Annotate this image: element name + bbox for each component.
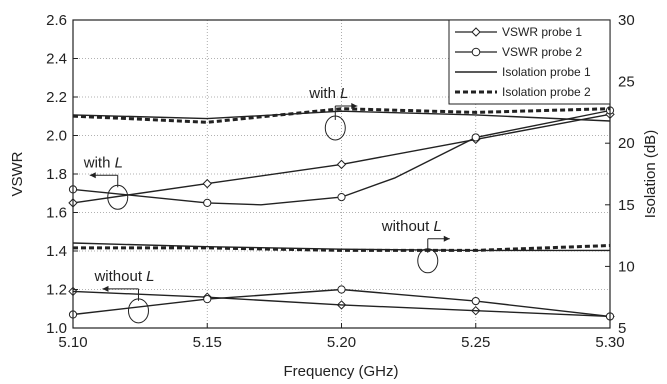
x-tick-label: 5.15 [193,334,222,351]
y2-tick-label: 10 [618,258,635,275]
legend-label-isolation-probe-2: Isolation probe 2 [502,85,591,99]
y-tick-label: 1.4 [46,243,67,260]
annotation-italic-letter: L [433,218,441,235]
annotation-arrowhead [102,285,109,292]
ticks: 5.10 5.15 5.20 5.25 5.30 1.0 1.2 1.4 1.6 1.8 2.0 2.… [46,12,635,351]
y2-tick-label: 15 [618,197,635,214]
y-tick-label: 2.4 [46,51,67,68]
data-point-circle [203,198,212,207]
series-line-isolation-probe-2 [73,244,611,252]
y2-tick-label: 5 [618,320,626,337]
series-line-vswr-probe-2 [72,290,611,318]
legend: VSWR probe 1 VSWR probe 2 Isolation prob… [448,19,611,105]
annotation-word: without [93,268,146,285]
annotation-ellipse [127,298,149,324]
x-tick-label: 5.20 [327,334,356,351]
legend-label-vswr-probe-1: VSWR probe 1 [502,25,582,39]
series-line-isolation-probe-1 [72,110,611,122]
annotation-label: with L [308,85,348,102]
legend-label-vswr-probe-2: VSWR probe 2 [502,45,582,59]
annotation-ellipse [107,184,129,210]
annotation-label: with L [83,154,123,171]
y-tick-label: 1.6 [46,205,67,222]
y-axis-title: VSWR [9,151,26,196]
annotation-word: with [308,85,340,102]
data-point-circle [337,285,346,294]
y2-tick-label: 30 [618,12,635,29]
annotation-arrowhead [89,172,96,179]
annotation-italic-letter: L [146,268,154,285]
annotation-group: with L [308,85,358,141]
annotation-italic-letter: L [115,154,123,171]
annotation-group: without L [93,268,155,324]
annotation-word: with [83,154,115,171]
x-tick-label: 5.10 [58,334,87,351]
y-tick-label: 1.8 [46,166,67,183]
annotation-arrowhead [443,235,450,242]
data-point-circle [471,133,480,142]
annotation-word: without [381,218,434,235]
y-tick-label: 2.2 [46,89,67,106]
x-tick-label: 5.30 [595,334,624,351]
data-point-circle [337,193,346,202]
data-point-diamond [336,159,347,170]
series-layer [68,106,615,322]
annotation-ellipse [417,248,439,274]
legend-label-isolation-probe-1: Isolation probe 1 [502,65,591,79]
legend-marker-diamond [471,27,481,37]
data-point-circle [471,296,480,306]
annotation-label: without L [93,268,154,285]
annotation-ellipse [324,115,346,141]
x-axis-title: Frequency (GHz) [283,363,398,380]
legend-marker-circle [471,47,481,57]
y-tick-label: 2.0 [46,128,67,145]
y2-tick-label: 25 [618,74,635,91]
annotation-group: with L [83,154,129,210]
y-tick-label: 2.6 [46,12,67,29]
data-point-diamond [202,178,212,189]
y-tick-label: 1.0 [46,320,67,337]
x-tick-label: 5.25 [461,334,490,351]
data-point-circle [203,295,212,304]
y-tick-label: 1.2 [46,282,67,299]
annotation-label: without L [381,218,442,235]
y2-axis-title: Isolation (dB) [642,130,659,218]
y2-tick-label: 20 [618,135,635,152]
annotation-italic-letter: L [340,85,348,102]
annotation-group: without L [381,218,450,274]
annotation-arrowhead [351,102,358,109]
series-line-isolation-probe-2 [72,107,611,124]
